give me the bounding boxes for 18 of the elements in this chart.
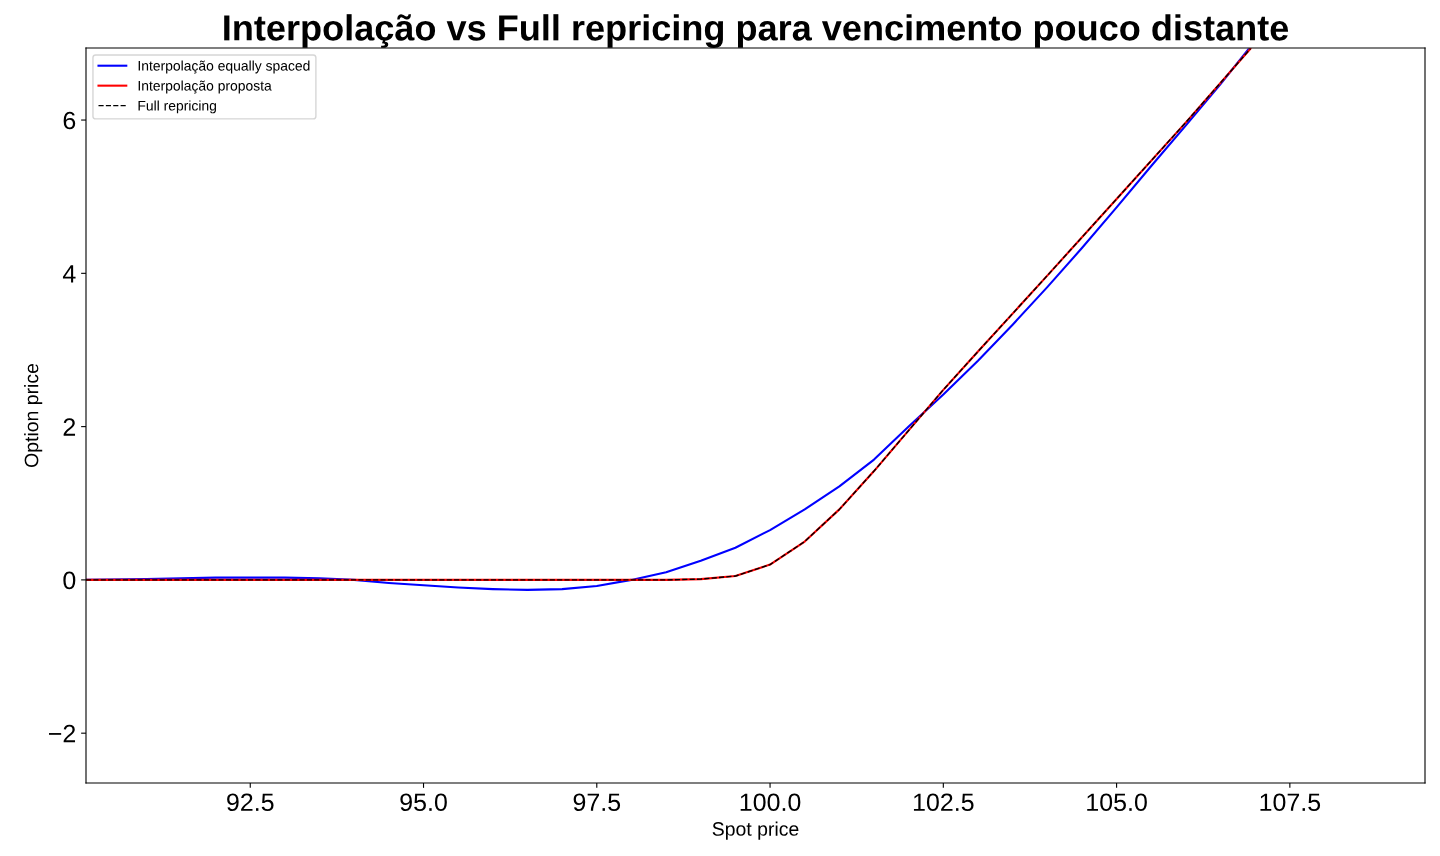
chart-title: Interpolação vs Full repricing para vencimento pouco distante	[224, 14, 1289, 48]
x-tick-label: 105.0	[1087, 793, 1147, 812]
x-tick-label: 97.5	[573, 793, 621, 812]
legend-label: Interpolação proposta	[138, 80, 272, 94]
x-tick-label: 92.5	[227, 793, 274, 812]
y-axis-title: Option price	[24, 363, 43, 467]
legend-label: Full repricing	[138, 100, 216, 114]
y-tick-label: 6	[63, 111, 76, 130]
y-tick-label: 2	[63, 418, 76, 436]
y-tick-label: 4	[62, 265, 76, 283]
x-tick-label: 107.5	[1260, 793, 1321, 812]
x-tick-label: 95.0	[400, 793, 447, 812]
y-tick-label: −2	[49, 724, 76, 743]
y-tick-label: 0	[63, 571, 76, 590]
x-axis-title: Spot price	[712, 821, 799, 840]
x-tick-label: 102.5	[913, 793, 974, 812]
legend-label: Interpolação equally spaced	[138, 60, 310, 74]
x-tick-label: 100.0	[740, 793, 801, 812]
